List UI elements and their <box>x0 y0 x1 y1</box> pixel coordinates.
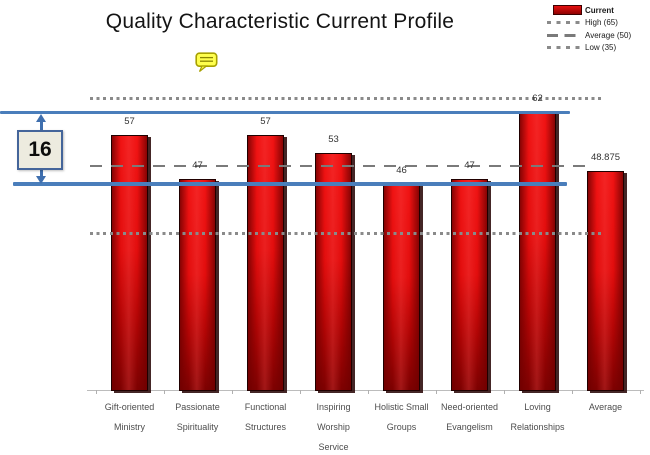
value-label: 47 <box>192 160 203 172</box>
average-reference-line <box>90 164 590 168</box>
category-label: Average <box>588 402 623 412</box>
value-label: 48.875 <box>590 152 621 164</box>
high-reference-line <box>90 97 603 101</box>
legend-current-swatch-icon <box>553 5 582 16</box>
legend-low-dotted-line-icon <box>547 46 582 50</box>
comment-icon[interactable] <box>195 52 219 73</box>
x-axis-tick <box>639 390 641 394</box>
bar-loving-relationships[interactable] <box>519 112 556 391</box>
value-label: 53 <box>328 133 339 145</box>
legend-average-dashed-line-icon <box>547 33 582 37</box>
bar-gift-oriented-ministry[interactable] <box>111 134 148 391</box>
bar-holistic-small-groups[interactable] <box>383 183 420 391</box>
x-axis-tick <box>299 390 301 394</box>
bar-inspiring-worship-service[interactable] <box>315 152 352 391</box>
value-label: 46 <box>396 164 407 176</box>
bar-average[interactable] <box>587 171 624 391</box>
legend-item-average[interactable]: Average (50) <box>544 29 648 42</box>
x-axis-tick <box>231 390 233 394</box>
category-label: Gift-oriented Ministry <box>104 402 155 432</box>
category-label: Inspiring Worship Service <box>316 402 351 452</box>
x-axis-tick <box>503 390 505 394</box>
x-axis-tick <box>163 390 165 394</box>
value-label: 47 <box>464 160 475 172</box>
value-label: 57 <box>124 115 135 127</box>
x-axis-tick <box>367 390 369 394</box>
x-axis-tick <box>95 390 97 394</box>
arrowhead-down-icon <box>35 176 46 184</box>
min-highlight-line <box>13 182 567 186</box>
legend-label: High (65) <box>585 18 618 28</box>
legend-label: Low (35) <box>585 43 617 53</box>
legend-label: Current <box>585 5 614 15</box>
value-label: 57 <box>260 115 271 127</box>
legend-item-current[interactable]: Current <box>544 4 648 17</box>
legend-label: Average (50) <box>585 30 632 40</box>
arrowhead-up-icon <box>35 114 46 122</box>
category-label: Loving Relationships <box>510 402 565 432</box>
bar-functional-structures[interactable] <box>247 134 284 391</box>
category-label: Holistic Small Groups <box>374 402 429 432</box>
category-label: Passionate Spirituality <box>175 402 220 432</box>
value-label: 62 <box>532 93 543 105</box>
legend[interactable]: Current High (65) Average (50) Low (35) <box>544 4 648 54</box>
max-highlight-line <box>0 110 570 114</box>
legend-item-high[interactable]: High (65) <box>544 17 648 30</box>
low-reference-line <box>90 231 603 235</box>
chart-title: Quality Characteristic Current Profile <box>105 10 455 33</box>
x-axis-tick <box>435 390 437 394</box>
bar-passionate-spirituality[interactable] <box>179 179 216 391</box>
range-value-box: 16 <box>17 130 63 170</box>
legend-item-low[interactable]: Low (35) <box>544 42 648 55</box>
legend-high-dotted-line-icon <box>547 21 582 25</box>
x-axis-line <box>87 390 644 391</box>
category-label: Functional Structures <box>244 402 287 432</box>
bar-need-oriented-evangelism[interactable] <box>451 179 488 391</box>
category-label: Need-oriented Evangelism <box>440 402 499 432</box>
x-axis-tick <box>571 390 573 394</box>
